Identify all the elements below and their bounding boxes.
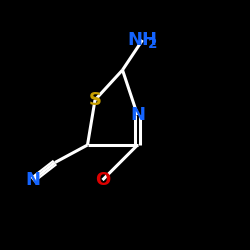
Text: NH: NH xyxy=(128,31,158,49)
Text: N: N xyxy=(130,106,145,124)
Text: O: O xyxy=(95,171,110,189)
Text: 2: 2 xyxy=(148,38,158,52)
Text: N: N xyxy=(25,171,40,189)
Text: S: S xyxy=(88,91,102,109)
